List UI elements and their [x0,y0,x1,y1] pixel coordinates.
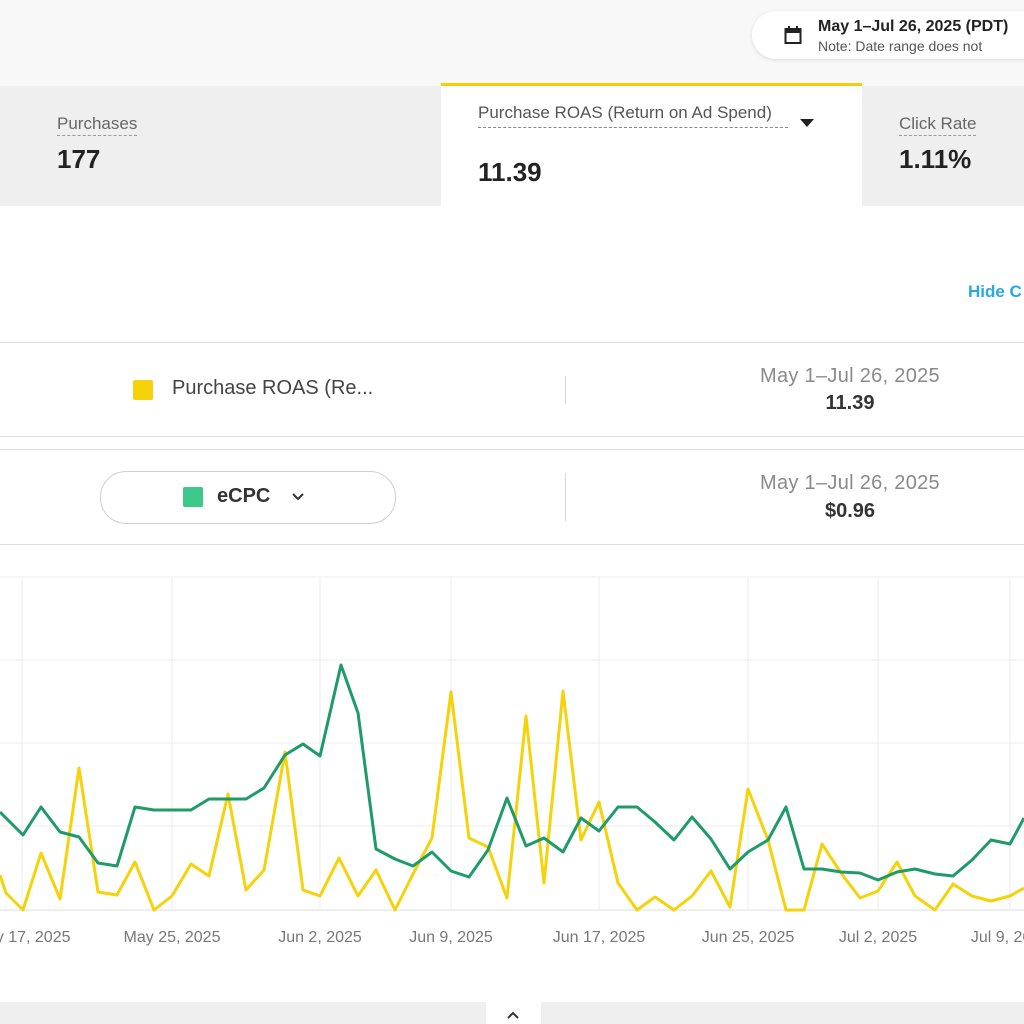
x-tick-label: Jun 2, 2025 [278,929,362,946]
primary-value: 11.39 [825,392,875,414]
x-tick-label: Jul 9, 2025 [971,929,1024,946]
caret-down-icon[interactable] [800,119,814,127]
secondary-value: $0.96 [824,500,876,522]
compare-metric-dropdown[interactable]: eCPC [100,471,396,524]
divider [565,376,566,404]
x-tick-label: Jul 2, 2025 [839,929,917,946]
kpi-label: Purchase ROAS (Return on Ad Spend) [478,100,788,128]
primary-metric-label: Purchase ROAS (Re... [172,377,374,399]
secondary-range: May 1–Jul 26, 2025 [760,472,940,494]
collapse-tab[interactable] [486,1002,541,1024]
x-tick-label: Jun 25, 2025 [702,929,795,946]
legend-swatch-green [183,487,203,507]
kpi-value: 1.11% [899,144,972,174]
x-tick-label: Jun 17, 2025 [553,929,646,946]
date-range-note: Note: Date range does not [818,38,983,54]
metric-row-primary: Purchase ROAS (Re... May 1–Jul 26, 2025 … [0,342,1024,437]
chevron-up-icon [507,1011,519,1019]
divider [565,473,566,521]
hide-chart-link[interactable]: Hide C [968,282,1022,301]
line-chart: May 17, 2025 May 25, 2025 Jun 2, 2025 Jun 9… [0,576,1024,946]
x-tick-label: May 17, 2025 [0,929,71,946]
series-line-roas [0,689,1024,912]
legend-swatch-yellow [133,380,153,400]
series-line-ecpc [0,663,1024,882]
top-bar: May 1–Jul 26, 2025 (PDT) Note: Date rang… [0,0,1024,86]
x-tick-label: May 25, 2025 [124,929,221,946]
kpi-label: Click Rate [899,114,977,136]
x-axis-ticks: May 17, 2025 May 25, 2025 Jun 2, 2025 Jun 9… [0,929,1024,946]
kpi-tab-purchases[interactable]: Purchases 177 [0,86,441,206]
kpi-value: 177 [57,144,101,174]
chevron-down-icon [292,493,304,501]
kpi-tab-click-rate[interactable]: Click Rate 1.11% [862,86,1024,206]
kpi-tab-roas[interactable]: Purchase ROAS (Return on Ad Spend) 11.39 [441,83,862,209]
date-range-picker[interactable]: May 1–Jul 26, 2025 (PDT) Note: Date rang… [752,11,1024,59]
chart-series [0,663,1024,912]
chart-grid [0,576,1024,911]
kpi-value: 11.39 [478,157,542,187]
secondary-metric-label: eCPC [217,485,271,507]
metric-row-secondary: eCPC May 1–Jul 26, 2025 $0.96 [0,449,1024,545]
kpi-label: Purchases [57,114,138,136]
x-tick-label: Jun 9, 2025 [409,929,493,946]
date-range-label: May 1–Jul 26, 2025 (PDT) [818,18,1009,35]
kpi-tabs: Purchases 177 Purchase ROAS (Return on A… [0,83,1024,209]
calendar-icon [784,26,802,44]
primary-range: May 1–Jul 26, 2025 [760,365,940,387]
